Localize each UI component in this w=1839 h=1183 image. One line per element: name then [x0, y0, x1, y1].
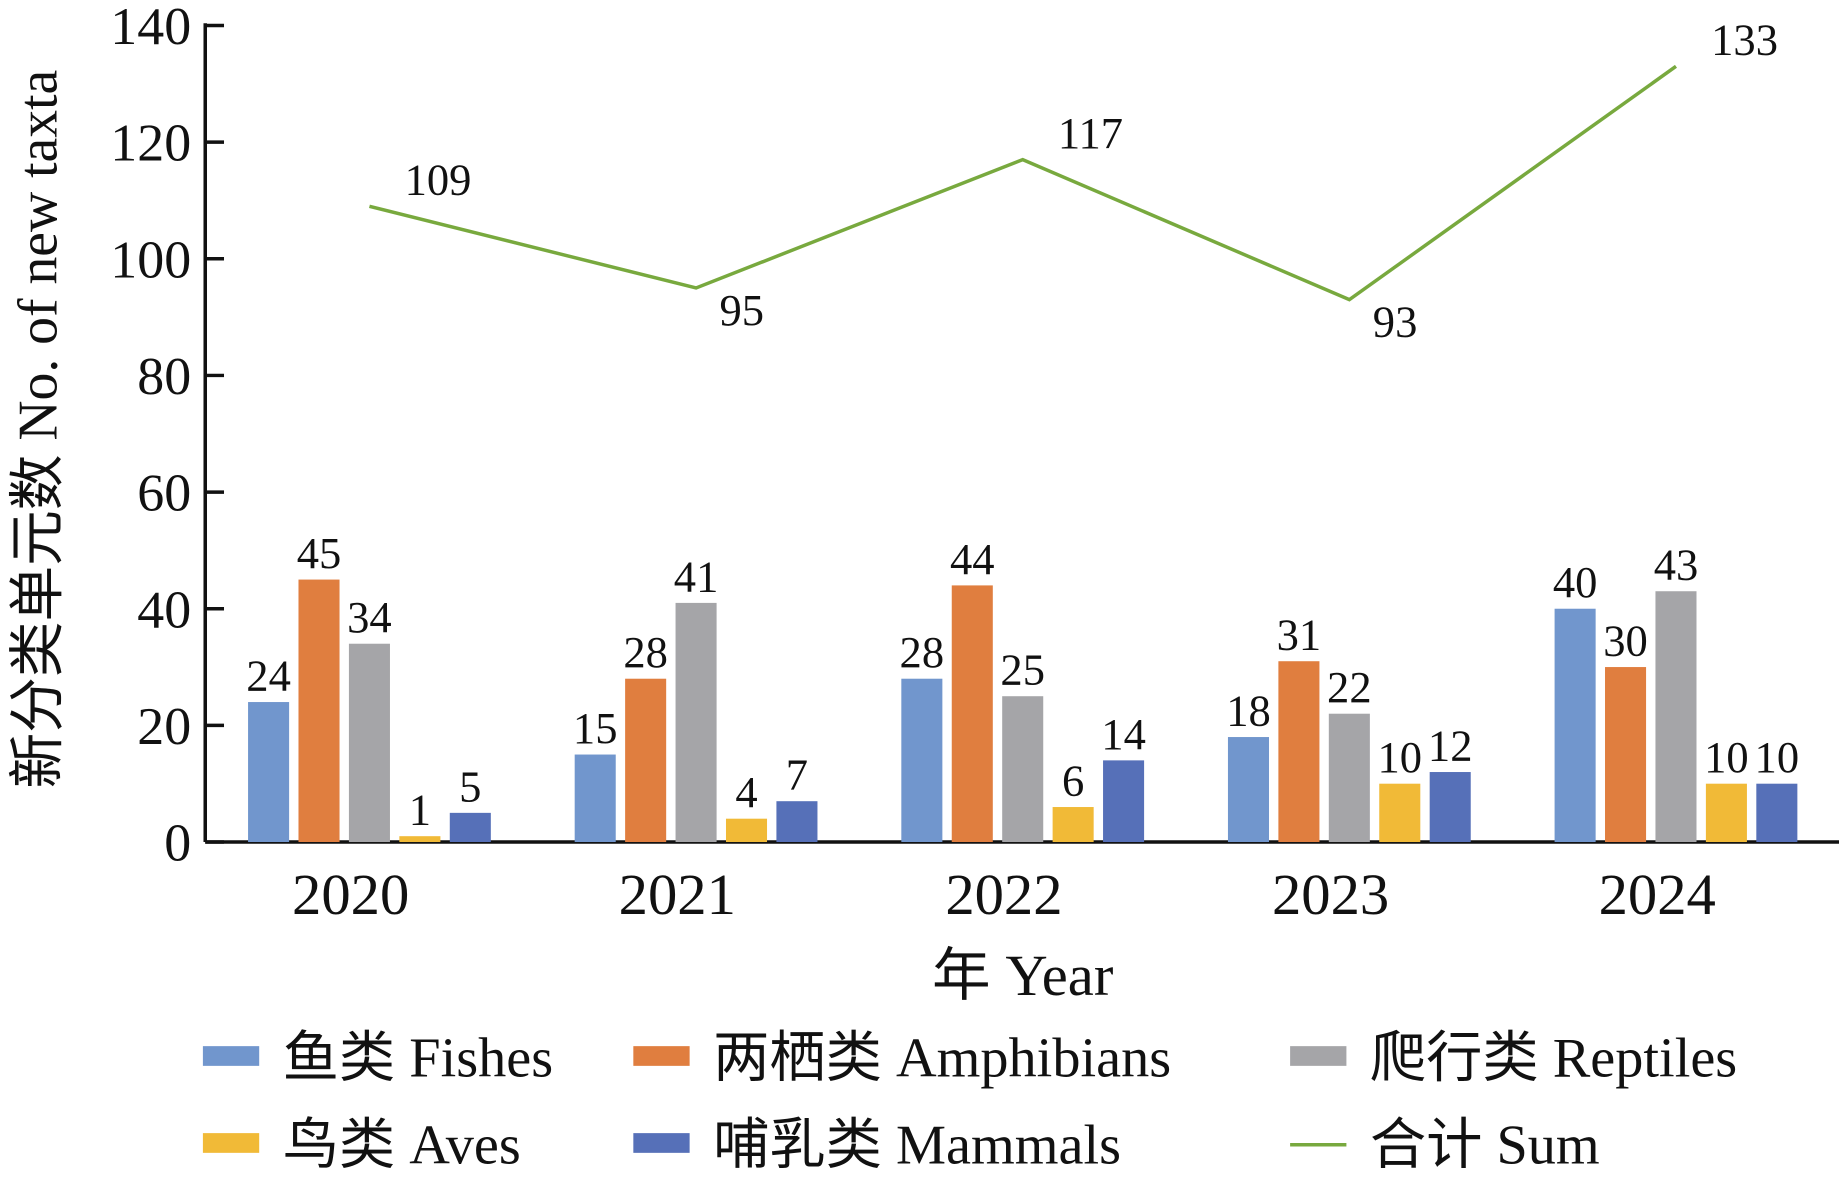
- legend-item: 合计 Sum: [1290, 1115, 1600, 1177]
- bar-value-label: 44: [950, 535, 995, 584]
- bar: [625, 678, 667, 843]
- y-axis-title: 新分类单元数 No. of new taxta: [7, 70, 69, 789]
- legend-item: 爬行类 Reptiles: [1290, 1028, 1737, 1090]
- bar-value-label: 43: [1654, 541, 1699, 590]
- bar: [1103, 760, 1145, 843]
- bar-value-label: 5: [459, 762, 481, 811]
- bar-value-label: 12: [1428, 722, 1473, 771]
- x-tick-label: 2023: [1272, 862, 1389, 927]
- y-tick-label: 120: [110, 113, 191, 173]
- bar-value-label: 1: [409, 786, 431, 835]
- sum-value-label: 133: [1711, 16, 1778, 65]
- bar-value-label: 18: [1226, 687, 1271, 736]
- bar: [901, 678, 943, 843]
- bar: [348, 643, 390, 843]
- legend-swatch: [202, 1133, 260, 1153]
- y-tick-label: 60: [137, 463, 191, 523]
- legend-item: 两栖类 Amphibians: [633, 1028, 1171, 1090]
- bar: [574, 754, 616, 843]
- sum-value-label: 109: [405, 156, 472, 205]
- bar: [298, 579, 340, 843]
- bar-value-label: 22: [1327, 663, 1372, 712]
- bars: [248, 579, 1798, 843]
- bar-value-label: 10: [1704, 733, 1749, 782]
- bar: [1429, 772, 1471, 843]
- x-tick-label: 2021: [619, 862, 736, 927]
- bar-value-label: 10: [1755, 733, 1800, 782]
- legend-swatch: [633, 1133, 690, 1153]
- bar: [1554, 608, 1596, 843]
- bar-value-label: 7: [786, 751, 808, 800]
- bar-value-label: 34: [347, 593, 392, 642]
- legend-swatch: [1290, 1046, 1347, 1066]
- sum-value-label: 117: [1058, 109, 1123, 158]
- bar-value-label: 24: [246, 652, 291, 701]
- bar-value-label: 14: [1101, 710, 1146, 759]
- legend-item: 鸟类 Aves: [202, 1115, 521, 1177]
- bar: [1756, 783, 1798, 843]
- bar-value-label: 6: [1062, 757, 1084, 806]
- y-tick-label: 0: [164, 813, 191, 873]
- bar-value-label: 28: [900, 628, 945, 677]
- bar: [951, 585, 993, 843]
- bar: [725, 818, 768, 843]
- bar-value-label: 15: [573, 704, 618, 753]
- y-tick-label: 20: [137, 696, 191, 756]
- y-tick-label: 40: [137, 580, 191, 640]
- x-tick-label: 2024: [1599, 862, 1716, 927]
- bar-value-label: 4: [735, 768, 757, 817]
- sum-line: [369, 64, 1678, 302]
- bar: [1705, 783, 1747, 843]
- legend-item: 鱼类 Fishes: [202, 1028, 553, 1090]
- x-axis-title: 年 Year: [932, 943, 1113, 1008]
- bar-value-label: 31: [1277, 611, 1322, 660]
- bar: [449, 812, 491, 843]
- legend-label: 鸟类 Aves: [283, 1115, 521, 1177]
- x-tick-label: 2020: [292, 862, 409, 927]
- bar-value-label: 25: [1000, 646, 1045, 695]
- legend-label: 鱼类 Fishes: [283, 1028, 553, 1090]
- legend-label: 爬行类 Reptiles: [1370, 1028, 1737, 1090]
- bar-value-label: 45: [297, 529, 342, 578]
- bar-value-label: 41: [674, 553, 719, 602]
- sum-value-label: 93: [1373, 298, 1418, 347]
- legend-label: 两栖类 Amphibians: [713, 1028, 1171, 1090]
- legend-label: 合计 Sum: [1370, 1115, 1600, 1177]
- y-tick-label: 80: [137, 346, 191, 406]
- bar-value-label: 28: [623, 628, 668, 677]
- bar-value-label: 30: [1603, 617, 1648, 666]
- sum-line-group: [369, 64, 1678, 302]
- y-tick-label: 140: [110, 0, 191, 56]
- bar: [1052, 807, 1094, 843]
- legend-swatch: [633, 1046, 690, 1066]
- legend-swatch: [202, 1046, 260, 1066]
- bar-value-label: 10: [1377, 733, 1422, 782]
- bar: [1655, 591, 1697, 843]
- bar: [1328, 713, 1370, 843]
- legend: 鱼类 Fishes 两栖类 Amphibians 爬行类 Reptiles 鸟类 Av…: [202, 1028, 1737, 1177]
- legend-label: 哺乳类 Mammals: [713, 1115, 1121, 1177]
- bar: [776, 801, 818, 843]
- bar: [1605, 667, 1647, 843]
- legend-item: 哺乳类 Mammals: [633, 1115, 1121, 1177]
- y-tick-label: 100: [110, 230, 191, 290]
- bar-value-label: 40: [1553, 558, 1598, 607]
- sum-value-label: 95: [720, 286, 765, 335]
- bar: [1379, 783, 1421, 843]
- bar: [1227, 737, 1270, 843]
- bar: [675, 602, 717, 843]
- bar: [1002, 696, 1044, 843]
- bar: [248, 702, 290, 843]
- bar: [399, 836, 441, 843]
- bar: [1278, 661, 1320, 843]
- x-tick-label: 2022: [945, 862, 1062, 927]
